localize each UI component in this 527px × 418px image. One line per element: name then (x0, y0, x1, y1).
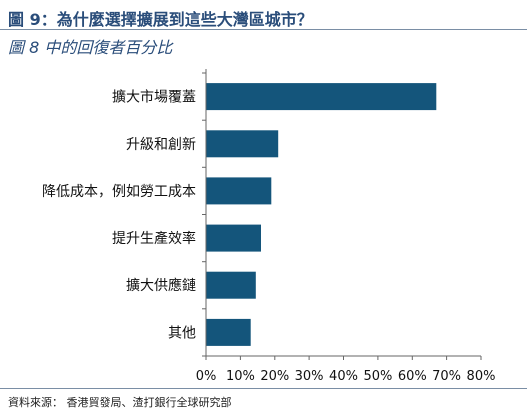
x-tick-label: 70% (432, 369, 461, 384)
x-tick-label: 50% (363, 369, 392, 384)
chart-title: 圖 9：為什麼選擇擴展到這些大灣區城市？ (8, 10, 313, 29)
category-label: 擴大供應鏈 (126, 277, 196, 294)
x-tick-label: 80% (467, 369, 496, 384)
x-tick-label: 60% (398, 369, 427, 384)
category-label: 降低成本，例如勞工成本 (42, 184, 196, 200)
category-label: 其他 (168, 325, 196, 341)
title-divider (0, 29, 527, 30)
footer-divider (0, 388, 527, 389)
source-note: 資料來源： 香港貿發局、渣打銀行全球研究部 (8, 396, 232, 409)
x-tick-label: 0% (196, 369, 217, 384)
bar (206, 224, 261, 252)
x-tick-label: 20% (260, 369, 289, 384)
category-label: 提升生產效率 (112, 230, 196, 247)
bar (206, 130, 279, 158)
bar (206, 271, 256, 299)
x-tick-label: 30% (295, 369, 324, 384)
bar (206, 318, 251, 346)
category-label: 升級和創新 (126, 137, 196, 153)
x-tick-label: 40% (329, 369, 358, 384)
x-tick-label: 10% (226, 369, 255, 384)
chart-subtitle: 圖 8 中的回復者百分比 (8, 38, 173, 57)
bar (206, 83, 437, 111)
category-label: 擴大市場覆蓋 (112, 89, 196, 106)
bar (206, 177, 272, 205)
